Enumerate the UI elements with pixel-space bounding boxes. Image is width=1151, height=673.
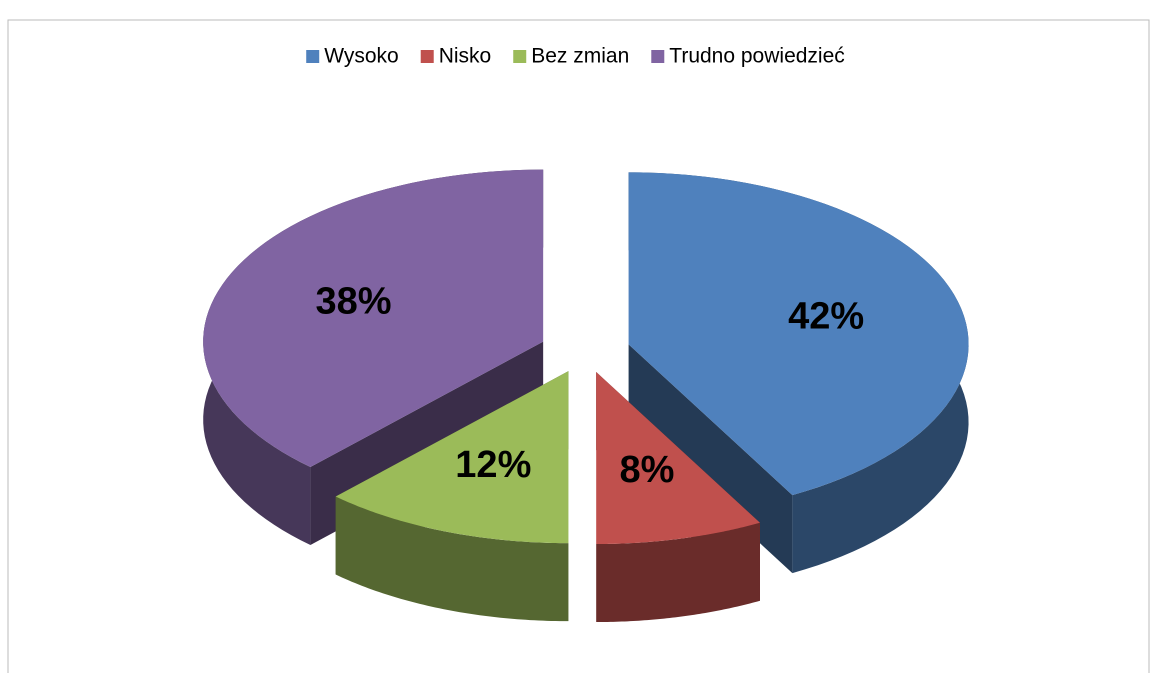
legend-swatch <box>513 50 527 63</box>
legend-swatch <box>420 50 434 63</box>
legend-swatch <box>306 50 320 63</box>
data-label: 38% <box>315 281 391 323</box>
legend-swatch <box>651 50 665 63</box>
chart-frame <box>7 19 1150 673</box>
slice-wall <box>596 522 760 623</box>
data-label: 42% <box>788 296 864 338</box>
data-label: 8% <box>619 449 674 491</box>
slice <box>628 172 969 496</box>
slice <box>203 169 544 468</box>
legend-text: Wysoko <box>324 45 399 68</box>
legend-text: Trudno powiedzieć <box>669 45 845 68</box>
legend: Wysoko Nisko Bez zmian Trudno powiedzieć <box>306 45 845 68</box>
slice <box>335 371 569 544</box>
slice <box>596 372 760 545</box>
legend-text: Nisko <box>439 45 492 68</box>
slice-wall <box>335 496 569 622</box>
legend-text: Bez zmian <box>531 45 629 68</box>
data-label: 12% <box>455 444 531 486</box>
